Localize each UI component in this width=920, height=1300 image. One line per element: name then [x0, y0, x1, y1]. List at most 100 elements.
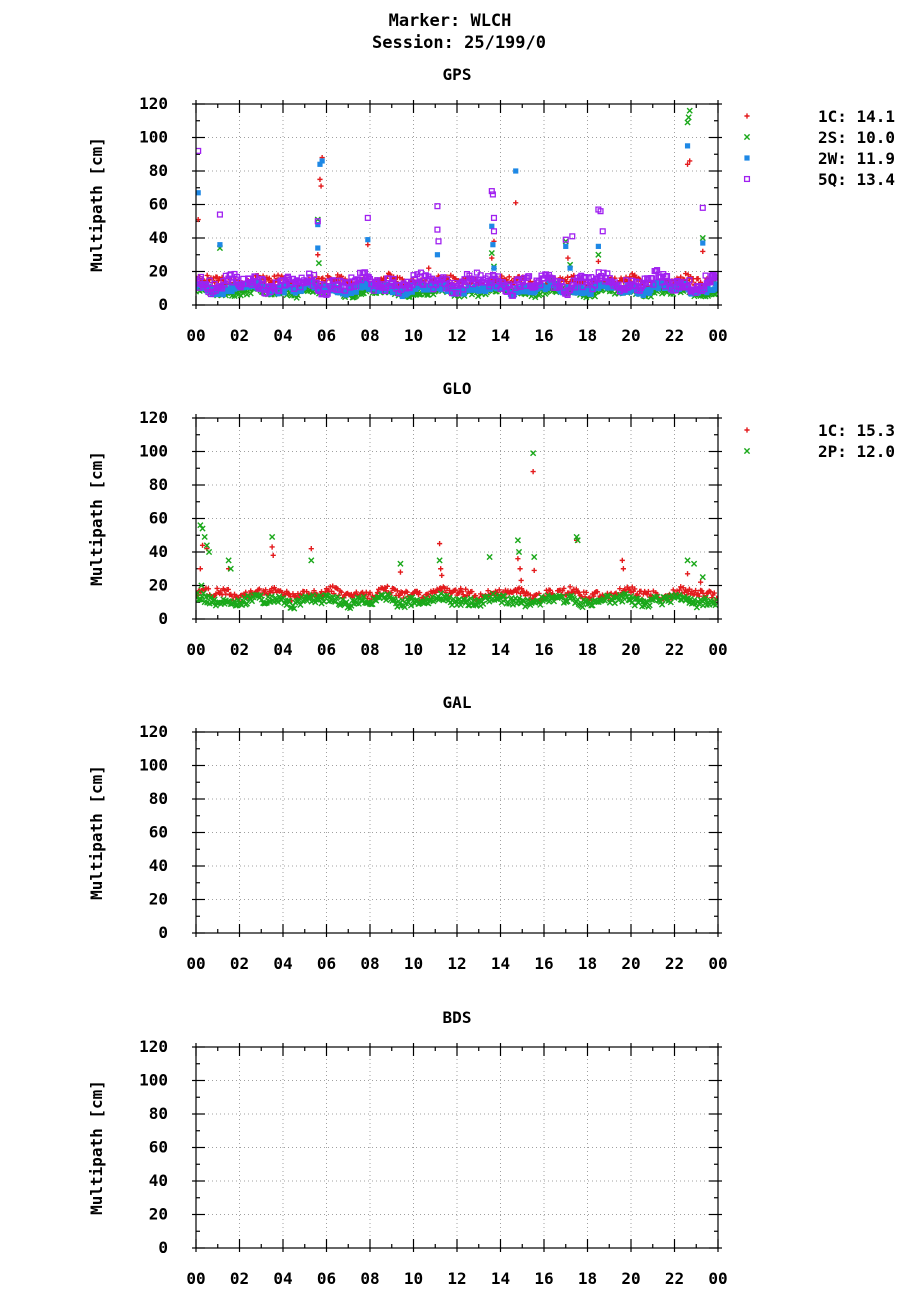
outlier-point	[567, 265, 573, 271]
data-point	[707, 279, 714, 286]
data-point	[632, 586, 638, 592]
data-point	[649, 275, 656, 282]
outlier-point	[225, 557, 232, 564]
data-point	[204, 272, 210, 279]
outlier-point	[199, 525, 206, 532]
y-tick-label: 20	[149, 262, 168, 281]
data-point	[197, 273, 205, 280]
x-tick-label: 00	[186, 326, 205, 345]
x-tick-label: 06	[317, 954, 336, 973]
outlier-point	[397, 569, 404, 575]
data-point	[359, 289, 366, 297]
x-tick-label: 22	[665, 326, 684, 345]
data-point	[245, 284, 251, 290]
panel-title: GPS	[443, 65, 472, 84]
plot-area	[196, 107, 718, 301]
y-tick-label: 120	[139, 408, 168, 427]
data-point	[658, 290, 666, 297]
data-point	[395, 291, 402, 297]
outlier-point	[438, 566, 444, 572]
outlier-point	[684, 143, 691, 149]
data-point	[455, 290, 462, 297]
data-point	[459, 588, 465, 594]
data-point	[383, 596, 390, 604]
data-point	[615, 597, 622, 604]
outlier-point	[690, 560, 698, 567]
data-point	[469, 588, 475, 595]
data-point	[214, 585, 220, 592]
data-point	[594, 589, 601, 595]
data-point	[672, 287, 679, 294]
data-point	[327, 584, 333, 590]
x-tick-label: 04	[273, 326, 292, 345]
outlier-point	[620, 566, 626, 572]
y-tick-label: 40	[149, 1171, 168, 1190]
outlier-point	[269, 533, 276, 541]
outlier-point	[319, 158, 325, 164]
outlier-point	[597, 208, 604, 215]
data-point	[420, 281, 427, 288]
x-tick-label: 18	[578, 326, 597, 345]
x-tick-label: 00	[186, 640, 205, 659]
data-point	[701, 286, 708, 293]
outlier-point	[595, 243, 601, 249]
outlier-point	[201, 533, 208, 541]
data-point	[603, 282, 609, 288]
x-tick-label: 16	[534, 1269, 553, 1288]
x-tick-label: 02	[230, 1269, 249, 1288]
data-point	[486, 283, 493, 290]
data-point	[361, 284, 367, 290]
y-tick-label: 0	[158, 609, 168, 628]
legend-entry: 5Q: 13.4	[818, 170, 895, 189]
data-point	[693, 587, 699, 594]
outlier-point	[514, 537, 521, 544]
data-point	[232, 602, 239, 609]
data-point	[659, 280, 665, 286]
data-point	[686, 277, 693, 284]
x-tick-label: 20	[621, 326, 640, 345]
data-point	[631, 602, 638, 609]
x-tick-label: 04	[273, 1269, 292, 1288]
data-point	[315, 596, 323, 603]
data-point	[695, 276, 701, 282]
data-point	[461, 291, 468, 297]
data-point	[297, 601, 304, 608]
y-tick-label: 80	[149, 475, 168, 494]
data-point	[526, 273, 533, 280]
outlier-point	[684, 571, 691, 577]
data-point	[706, 278, 713, 285]
data-point	[516, 585, 522, 591]
data-point	[532, 294, 539, 301]
x-tick-label: 08	[360, 640, 379, 659]
outlier-point	[439, 572, 445, 579]
plot-frame	[195, 417, 719, 620]
data-point	[544, 592, 551, 599]
x-tick-label: 20	[621, 640, 640, 659]
y-tick-label: 60	[149, 823, 168, 842]
data-point	[397, 592, 403, 598]
data-point	[331, 282, 337, 288]
data-point	[437, 590, 444, 597]
data-point	[417, 589, 423, 596]
data-point	[314, 286, 321, 293]
data-point	[670, 587, 676, 593]
data-point	[622, 277, 630, 284]
series-2p	[196, 450, 718, 612]
session-title: Session: 25/199/0	[372, 33, 546, 53]
outlier-point	[700, 248, 706, 254]
x-tick-label: 14	[491, 1269, 510, 1288]
data-point	[323, 291, 330, 298]
data-point	[250, 279, 257, 286]
outlier-point	[435, 238, 442, 245]
x-tick-label: 08	[360, 326, 379, 345]
data-point	[390, 275, 397, 283]
data-point	[256, 285, 263, 292]
outlier-point	[513, 200, 519, 206]
data-point	[360, 593, 367, 600]
data-point	[548, 276, 555, 283]
outlier-point	[684, 557, 691, 564]
data-point	[650, 281, 657, 288]
panel-glo: GLO 0 20 40 60 80 100 120 00 02 04 06 08 10 12 14 16 18 20…	[87, 379, 895, 659]
data-point	[678, 584, 684, 590]
outlier-point	[530, 450, 537, 457]
